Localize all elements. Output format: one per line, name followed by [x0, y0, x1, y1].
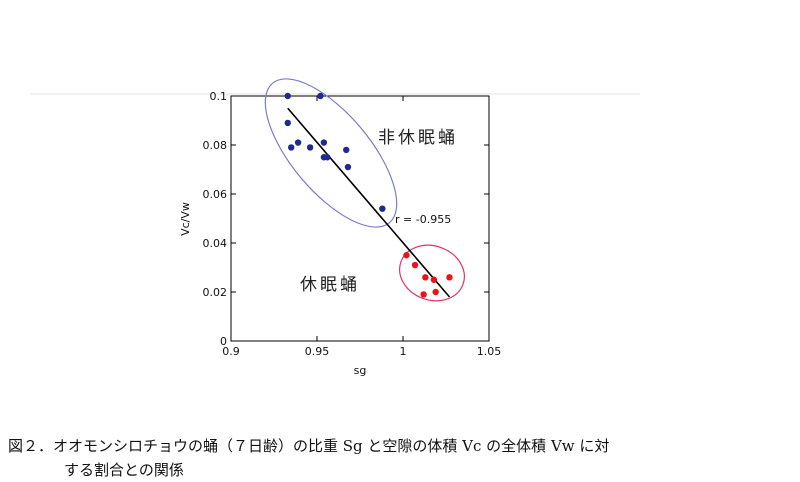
x-axis-label: sg	[354, 364, 367, 377]
y-tick-label: 0.04	[203, 237, 228, 250]
y-axis-label: Vc/Vw	[179, 202, 192, 236]
diapause-point	[403, 252, 410, 259]
legend-label-nondiapause: 非休眠蛹	[378, 128, 458, 148]
caption-line-1: 図２．オオモンシロチョウの蛹（７日齢）の比重 Sg と空隙の体積 Vc の全体積…	[8, 437, 610, 455]
nondiapause-point	[317, 92, 324, 100]
nondiapause-point	[320, 154, 328, 161]
regression-line	[287, 107, 451, 298]
diapause-point	[432, 288, 439, 296]
nondiapause-point	[343, 146, 350, 154]
diapause-point	[422, 274, 429, 281]
nondiapause-point	[294, 139, 302, 146]
nondiapause-point	[288, 144, 295, 151]
x-tick-label: 0.9	[222, 345, 240, 358]
scatter-chart: 0.9 0.95 1 1.05 0 0.02 0.04 0.06 0.08 0.1 非休眠蛹 休眠…	[30, 78, 640, 377]
diapause-point	[411, 261, 419, 269]
x-tick-label: 1	[400, 345, 407, 358]
diapause-point	[420, 291, 427, 298]
y-tick-label: 0.02	[203, 286, 228, 299]
correlation-annotation: r = -0.955	[395, 213, 451, 226]
y-tick-label: 0.06	[203, 188, 228, 201]
y-tick-label: 0.08	[203, 139, 228, 152]
nondiapause-point	[306, 144, 314, 151]
y-tick-label: 0.1	[210, 90, 228, 103]
caption-line-2: する割合との関係	[64, 461, 184, 479]
y-tick-label: 0	[220, 335, 227, 348]
legend-label-diapause: 休眠蛹	[300, 275, 360, 295]
diapause-point	[430, 276, 438, 283]
diapause-point	[446, 274, 453, 281]
nondiapause-ellipse	[264, 78, 398, 228]
diapause-ellipse	[399, 244, 465, 302]
nondiapause-point	[379, 205, 386, 212]
figure-caption: 図２．オオモンシロチョウの蛹（７日齢）の比重 Sg と空隙の体積 Vc の全体積…	[8, 434, 792, 482]
x-tick-label: 1.05	[477, 345, 502, 358]
plot-frame	[230, 95, 490, 342]
nondiapause-point	[320, 139, 328, 146]
nondiapause-point	[284, 119, 291, 127]
nondiapause-point	[344, 163, 352, 171]
x-tick-label: 0.95	[305, 345, 330, 358]
nondiapause-point	[284, 92, 291, 100]
